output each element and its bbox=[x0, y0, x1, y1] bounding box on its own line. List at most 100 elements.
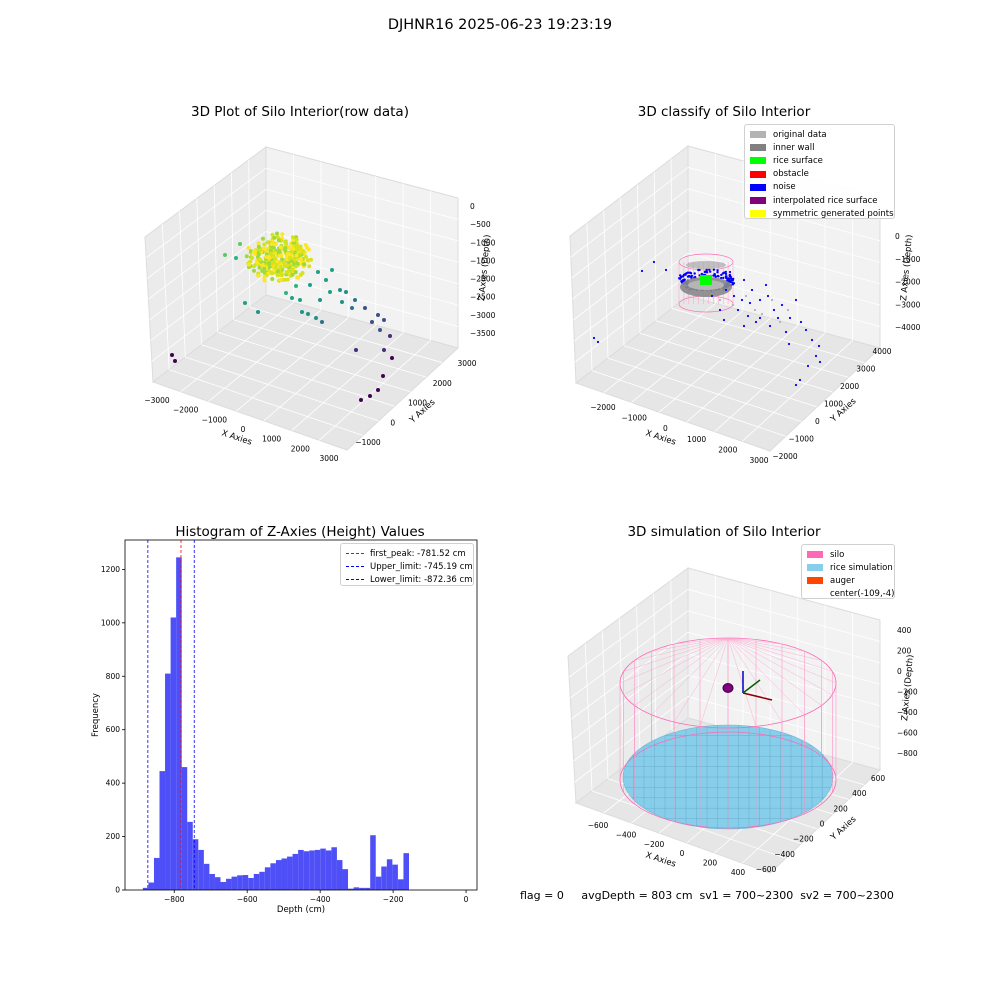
noise-point bbox=[780, 303, 784, 307]
noise-point bbox=[750, 288, 754, 292]
data-point bbox=[269, 271, 274, 276]
grid-line bbox=[145, 167, 267, 259]
noise-point bbox=[686, 271, 690, 274]
data-point bbox=[252, 268, 256, 273]
original-point bbox=[778, 320, 782, 324]
noise-point bbox=[722, 276, 725, 280]
legend-swatch bbox=[750, 157, 766, 165]
legend-item-noise: noise bbox=[750, 181, 889, 194]
panel-title-classify: 3D classify of Silo Interior bbox=[637, 104, 811, 120]
legend-item-interpolated: interpolated rice surface bbox=[750, 194, 889, 207]
data-point bbox=[300, 310, 304, 314]
histogram-bar bbox=[303, 851, 310, 890]
data-point bbox=[354, 348, 358, 352]
grid-line bbox=[263, 324, 376, 422]
noise-point bbox=[681, 275, 684, 278]
silo-roof-line bbox=[699, 637, 729, 727]
legend-swatch bbox=[750, 210, 766, 218]
histogram-bar bbox=[331, 847, 337, 890]
data-point bbox=[298, 272, 303, 277]
z-tick-label: −3000 bbox=[470, 311, 496, 320]
x-tick-label: 0 bbox=[663, 424, 668, 433]
noise-point bbox=[768, 324, 772, 328]
z-tick-label: −3500 bbox=[470, 329, 496, 338]
data-point bbox=[301, 262, 306, 267]
noise-point bbox=[693, 272, 696, 275]
grid-line bbox=[574, 252, 689, 342]
legend-label: silo bbox=[830, 549, 845, 560]
noise-point bbox=[703, 270, 707, 274]
grid-line bbox=[687, 209, 881, 263]
noise-point bbox=[746, 314, 750, 318]
data-point bbox=[278, 277, 283, 282]
legend-item-inner-wall: inner wall bbox=[750, 141, 889, 154]
histogram-bar bbox=[364, 887, 371, 890]
data-point bbox=[298, 246, 303, 250]
x-tick-label: −200 bbox=[644, 840, 665, 849]
y-tick-label: 400 bbox=[106, 779, 121, 788]
panel-title-simulation: 3D simulation of Silo Interior bbox=[627, 524, 821, 540]
noise-point bbox=[725, 277, 728, 280]
grid-line bbox=[574, 274, 689, 363]
noise-point bbox=[724, 272, 728, 276]
noise-point bbox=[729, 280, 733, 284]
noise-point bbox=[720, 273, 723, 277]
grid-line bbox=[180, 302, 294, 393]
grid-line bbox=[265, 210, 459, 263]
silo-roof-line bbox=[727, 637, 805, 652]
z-tick-label: −1000 bbox=[895, 255, 921, 264]
legend-swatch bbox=[750, 183, 766, 191]
data-point bbox=[350, 306, 354, 310]
noise-point bbox=[794, 298, 798, 302]
noise-point bbox=[804, 328, 808, 332]
silo-roof-line bbox=[651, 637, 729, 715]
grid-line bbox=[714, 332, 826, 432]
histogram-bar bbox=[253, 873, 260, 890]
histogram-bar bbox=[281, 858, 288, 890]
data-point bbox=[286, 260, 291, 265]
data-point bbox=[275, 259, 280, 264]
noise-point bbox=[664, 268, 668, 272]
data-point bbox=[330, 268, 334, 272]
silo-roof-line bbox=[673, 637, 729, 645]
data-point bbox=[282, 277, 287, 282]
grid-line bbox=[571, 188, 689, 279]
data-point bbox=[344, 290, 348, 294]
data-point bbox=[307, 264, 312, 269]
z-tick-label: 0 bbox=[895, 232, 900, 241]
data-point bbox=[284, 270, 289, 275]
legend-swatch bbox=[807, 564, 823, 572]
data-point bbox=[282, 260, 286, 265]
noise-point bbox=[731, 283, 735, 286]
legend-swatch bbox=[807, 591, 823, 598]
grid-line bbox=[603, 210, 609, 359]
data-point bbox=[285, 277, 290, 282]
original-point bbox=[760, 312, 764, 316]
silo-roof-line bbox=[727, 637, 757, 640]
grid-line bbox=[671, 308, 865, 364]
data-point bbox=[298, 298, 302, 302]
noise-point bbox=[682, 278, 685, 282]
grid-line bbox=[185, 356, 379, 422]
grid-line bbox=[149, 231, 267, 321]
data-point bbox=[261, 236, 265, 241]
data-point bbox=[390, 356, 394, 360]
legend-item-lower-limit: Lower_limit: -872.36 cm bbox=[346, 573, 472, 586]
noise-point bbox=[682, 273, 686, 276]
grid-line bbox=[601, 630, 609, 779]
grid-line bbox=[208, 309, 322, 402]
data-point bbox=[338, 288, 342, 292]
data-point bbox=[270, 232, 275, 237]
data-point bbox=[294, 253, 299, 258]
x-tick-label: −1000 bbox=[202, 415, 228, 424]
z-tick-label: 0 bbox=[897, 667, 902, 676]
grid-line bbox=[161, 224, 170, 370]
noise-point bbox=[732, 277, 735, 281]
data-point bbox=[274, 242, 278, 247]
z-tick-label: −800 bbox=[897, 749, 918, 758]
legend-item-auger: auger bbox=[807, 574, 889, 587]
histogram-bar bbox=[403, 853, 409, 890]
data-point bbox=[298, 256, 303, 261]
data-point bbox=[279, 273, 284, 278]
grid-line bbox=[231, 172, 235, 320]
